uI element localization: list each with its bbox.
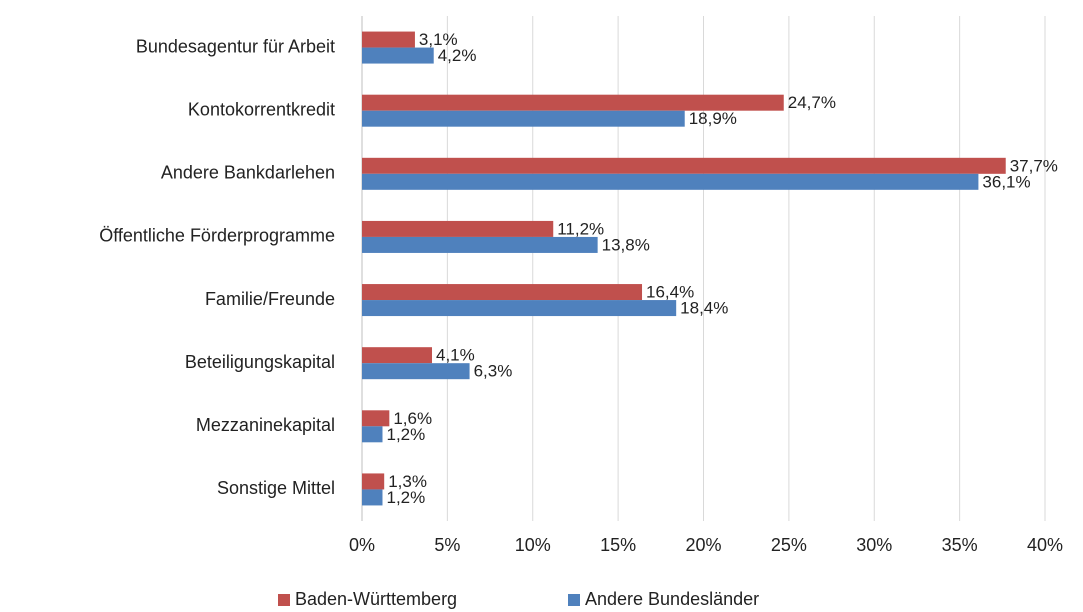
- legend-swatch: [278, 594, 290, 606]
- y-tick-label: Beteiligungskapital: [185, 352, 335, 372]
- data-label: 36,1%: [982, 172, 1030, 191]
- data-label: 1,2%: [386, 425, 425, 444]
- x-tick-label: 10%: [515, 535, 551, 555]
- bar: [362, 236, 598, 253]
- data-label: 18,4%: [680, 299, 728, 318]
- y-tick-label: Bundesagentur für Arbeit: [136, 36, 335, 56]
- data-label: 1,2%: [386, 488, 425, 507]
- data-label: 3,1%: [419, 30, 458, 49]
- bar: [362, 110, 685, 127]
- y-tick-label: Mezzaninekapital: [196, 415, 335, 435]
- y-tick-label: Familie/Freunde: [205, 289, 335, 309]
- x-tick-label: 35%: [942, 535, 978, 555]
- data-label: 6,3%: [474, 362, 513, 381]
- y-tick-label: Andere Bankdarlehen: [161, 163, 335, 183]
- legend-label: Baden-Württemberg: [295, 589, 457, 609]
- y-tick-label: Kontokorrentkredit: [188, 99, 335, 119]
- bar: [362, 47, 434, 64]
- x-tick-label: 30%: [856, 535, 892, 555]
- legend-label: Andere Bundesländer: [585, 589, 759, 609]
- y-tick-label: Öffentliche Förderprogramme: [99, 226, 335, 246]
- y-tick-label: Sonstige Mittel: [217, 478, 335, 498]
- bar: [362, 489, 383, 506]
- x-tick-label: 40%: [1027, 535, 1063, 555]
- data-label: 1,6%: [393, 409, 432, 428]
- bar: [362, 473, 385, 490]
- bar: [362, 410, 390, 427]
- data-label: 4,2%: [438, 46, 477, 65]
- bar: [362, 347, 433, 364]
- data-label: 13,8%: [602, 235, 650, 254]
- x-tick-label: 0%: [349, 535, 375, 555]
- x-tick-label: 15%: [600, 535, 636, 555]
- data-label: 24,7%: [788, 93, 836, 112]
- data-label: 18,9%: [689, 109, 737, 128]
- data-label: 11,2%: [557, 219, 604, 238]
- bar: [362, 173, 979, 190]
- x-tick-label: 25%: [771, 535, 807, 555]
- x-tick-label: 20%: [685, 535, 721, 555]
- bar: [362, 300, 677, 317]
- bar: [362, 157, 1006, 174]
- bar: [362, 94, 784, 111]
- data-label: 37,7%: [1010, 156, 1058, 175]
- bar: [362, 363, 470, 380]
- bar: [362, 426, 383, 443]
- bar: [362, 284, 643, 301]
- bar: [362, 31, 415, 48]
- x-tick-label: 5%: [434, 535, 460, 555]
- data-label: 16,4%: [646, 283, 694, 302]
- data-label: 4,1%: [436, 346, 475, 365]
- legend-swatch: [568, 594, 580, 606]
- bar: [362, 220, 554, 237]
- data-label: 1,3%: [388, 472, 427, 491]
